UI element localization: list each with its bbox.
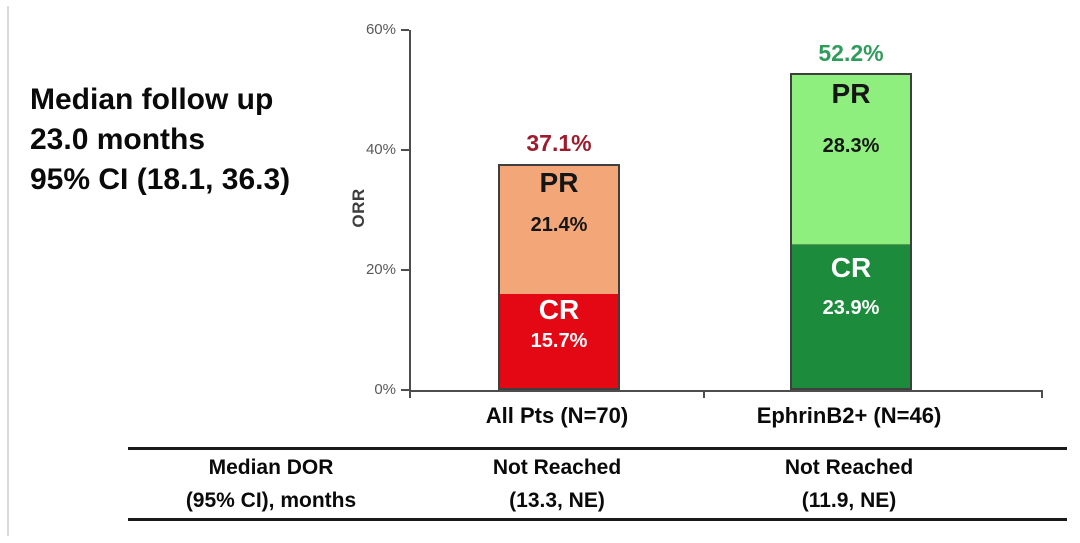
table-cell-ephrinb2: Not Reached (11.9, NE) bbox=[729, 451, 969, 517]
segment-cr-all-pts: CR 15.7% bbox=[500, 294, 618, 388]
y-axis-line bbox=[409, 30, 411, 391]
category-label-all-pts: All Pts (N=70) bbox=[485, 403, 629, 428]
table-cell-all-pts-line1: Not Reached bbox=[492, 456, 622, 479]
y-tick-label-20: 20% bbox=[365, 261, 396, 278]
segment-cr-ephrinb2-name: CR bbox=[830, 252, 872, 283]
y-tick-60 bbox=[401, 29, 409, 31]
table-row-header-line1: Median DOR bbox=[208, 456, 334, 479]
y-tick-label-0: 0% bbox=[374, 381, 396, 398]
table-row-header-line2: (95% CI), months bbox=[185, 489, 357, 512]
table-cell-all-pts-line2: (13.3, NE) bbox=[509, 489, 605, 512]
table-row-header: Median DOR (95% CI), months bbox=[151, 451, 391, 517]
x-axis-line bbox=[409, 390, 1043, 392]
x-tick-middle bbox=[703, 391, 705, 398]
table-cell-all-pts: Not Reached (13.3, NE) bbox=[437, 451, 677, 517]
y-axis-title-orr: ORR bbox=[349, 188, 368, 228]
bar-ephrinb2: 52.2% CR 23.9% PR 28.3% bbox=[790, 40, 912, 390]
y-tick-20 bbox=[401, 269, 409, 271]
category-label-ephrinb2: EphrinB2+ (N=46) bbox=[756, 403, 942, 428]
x-tick-left bbox=[409, 391, 411, 398]
table-cell-ephrinb2-line1: Not Reached bbox=[784, 456, 914, 479]
total-label-ephrinb2: 52.2% bbox=[818, 40, 884, 66]
segment-cr-all-pts-value: 15.7% bbox=[530, 330, 588, 352]
segment-cr-ephrinb2-value: 23.9% bbox=[822, 297, 880, 319]
segment-pr-all-pts-value: 21.4% bbox=[530, 214, 588, 236]
x-tick-right bbox=[1041, 391, 1043, 398]
bar-all-pts: 37.1% CR 15.7% PR 21.4% bbox=[498, 130, 620, 390]
y-tick-40 bbox=[401, 149, 409, 151]
segment-pr-ephrinb2-value: 28.3% bbox=[822, 135, 880, 157]
table-top-rule bbox=[128, 447, 1067, 450]
annotation-line3: 95% CI (18.1, 36.3) bbox=[30, 163, 291, 196]
segment-pr-all-pts-name: PR bbox=[539, 167, 579, 198]
y-tick-label-40: 40% bbox=[365, 141, 396, 158]
table-bottom-rule bbox=[128, 518, 1067, 521]
segment-pr-ephrinb2: PR 28.3% bbox=[792, 75, 910, 245]
annotation-line2: 23.0 months bbox=[30, 123, 206, 156]
segment-pr-ephrinb2-name: PR bbox=[831, 78, 871, 109]
followup-annotation: Median follow up 23.0 months 95% CI (18.… bbox=[30, 80, 290, 200]
left-edge-divider bbox=[7, 6, 9, 536]
total-label-all-pts: 37.1% bbox=[526, 130, 592, 156]
y-tick-0 bbox=[401, 389, 409, 391]
segment-cr-all-pts-name: CR bbox=[538, 294, 580, 325]
y-tick-label-60: 60% bbox=[365, 21, 396, 38]
table-cell-ephrinb2-line2: (11.9, NE) bbox=[801, 489, 897, 512]
segment-pr-all-pts: PR 21.4% bbox=[500, 166, 618, 294]
segment-cr-ephrinb2: CR 23.9% bbox=[792, 245, 910, 388]
annotation-line1: Median follow up bbox=[30, 83, 274, 116]
